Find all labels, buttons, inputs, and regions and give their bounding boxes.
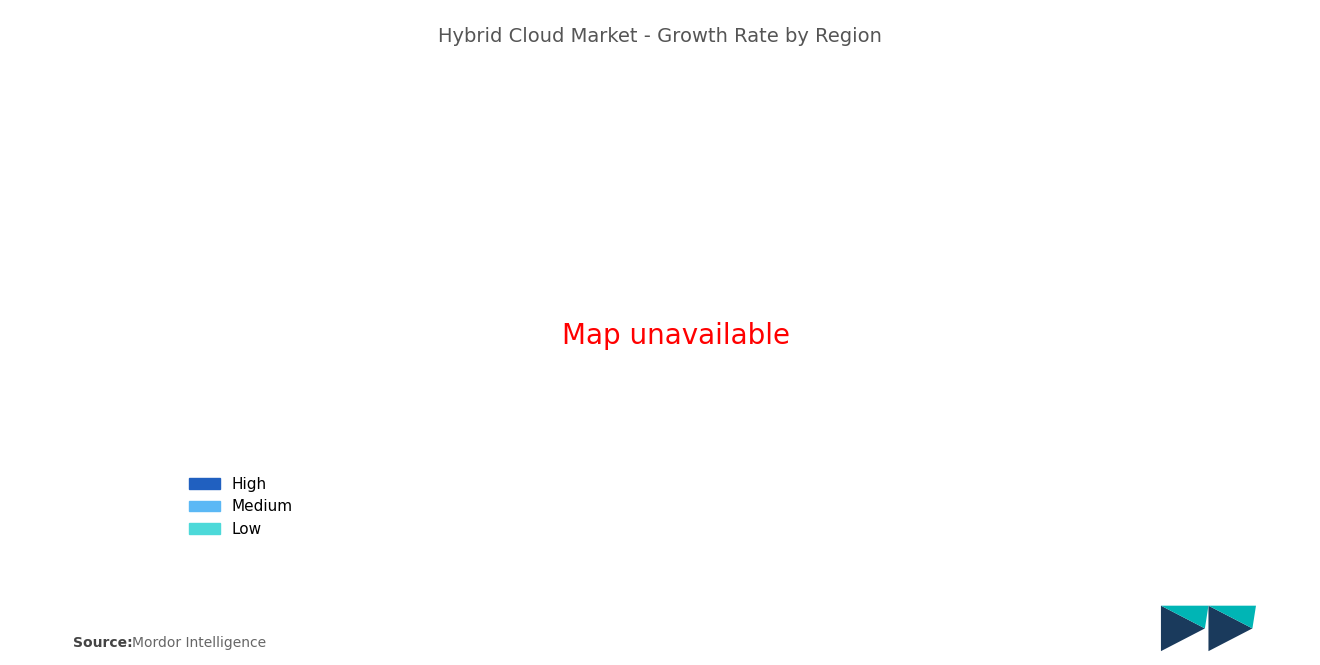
Legend: High, Medium, Low: High, Medium, Low xyxy=(183,471,300,543)
Text: Map unavailable: Map unavailable xyxy=(562,322,791,350)
Polygon shape xyxy=(1162,606,1205,651)
Polygon shape xyxy=(1209,606,1257,628)
Text: Hybrid Cloud Market - Growth Rate by Region: Hybrid Cloud Market - Growth Rate by Reg… xyxy=(438,27,882,46)
Polygon shape xyxy=(1209,606,1253,651)
Polygon shape xyxy=(1162,606,1209,628)
Text: Mordor Intelligence: Mordor Intelligence xyxy=(132,636,267,650)
Text: Source:: Source: xyxy=(73,636,132,650)
